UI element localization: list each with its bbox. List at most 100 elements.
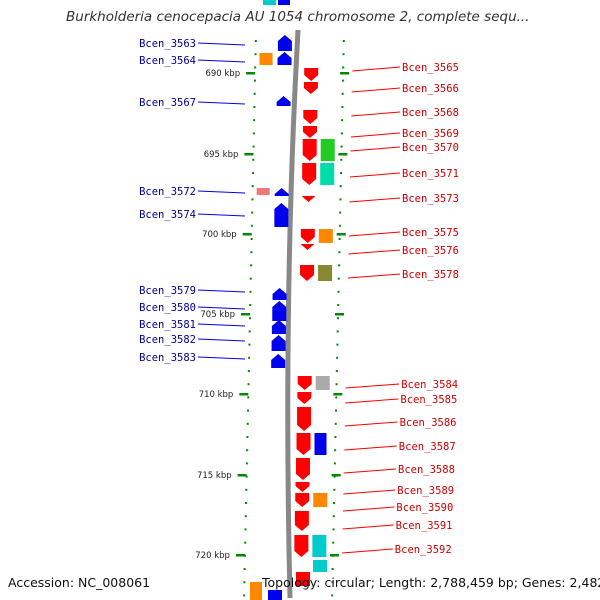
forward-gene-arrow [300,229,315,243]
label-connector [348,231,401,237]
kbp-label: 715 kbp [197,471,232,481]
cog-box [320,139,335,161]
forward-gene-arrow [295,458,310,480]
reverse-gene-arrow [271,320,286,334]
reverse-gene-arrow [268,590,282,600]
label-connector [342,548,393,554]
tick-mark [248,356,251,359]
gene-label-bcen_3584[interactable]: Bcen_3584 [401,379,458,391]
tick-mark [244,541,247,544]
tick-mark [335,396,338,399]
gene-label-bcen_3586[interactable]: Bcen_3586 [400,417,457,429]
tick-mark [252,158,255,161]
gene-label-bcen_3580[interactable]: Bcen_3580 [139,302,196,314]
gene-label-bcen_3590[interactable]: Bcen_3590 [396,502,453,514]
tick-mark [339,211,342,214]
tick-mark [335,383,338,386]
label-connector [197,42,246,46]
gene-label-bcen_3565[interactable]: Bcen_3565 [402,62,459,74]
gene-label-bcen_3587[interactable]: Bcen_3587 [399,441,456,453]
label-connector [197,356,246,360]
kbp-label: 710 kbp [199,390,234,400]
gene-label-bcen_3585[interactable]: Bcen_3585 [400,394,457,406]
tick-mark [251,185,254,188]
tick-mark [249,290,252,293]
gene-label-bcen_3591[interactable]: Bcen_3591 [396,520,453,532]
gene-label-bcen_3574[interactable]: Bcen_3574 [139,209,196,221]
label-connector [349,172,401,178]
tick-mark [247,396,250,399]
forward-gene-arrow [300,244,315,250]
label-connector [197,59,246,63]
cog-box [315,376,330,390]
gene-label-bcen_3570[interactable]: Bcen_3570 [402,142,459,154]
tick-mark [340,172,343,174]
label-connector [343,468,397,474]
cog-box [256,188,270,195]
tick-mark [333,475,336,478]
gene-label-bcen_3576[interactable]: Bcen_3576 [402,245,459,257]
tick-mark [339,185,342,188]
gene-label-bcen_3589[interactable]: Bcen_3589 [397,485,454,497]
forward-gene-arrow [301,196,316,202]
tick-mark [243,554,246,557]
gene-label-bcen_3567[interactable]: Bcen_3567 [139,97,196,109]
gene-label-bcen_3592[interactable]: Bcen_3592 [395,544,452,556]
gene-label-bcen_3579[interactable]: Bcen_3579 [139,285,196,297]
topology-text: Topology: circular; Length: 2,788,459 bp… [262,575,600,590]
label-connector [350,132,401,138]
kbp-label: 705 kbp [200,310,235,320]
tick-mark [250,264,253,267]
gene-label-bcen_3563[interactable]: Bcen_3563 [139,38,196,50]
tick-mark [245,488,248,491]
label-connector [197,338,246,342]
gene-label-bcen_3582[interactable]: Bcen_3582 [139,334,196,346]
gene-label-bcen_3581[interactable]: Bcen_3581 [139,319,196,331]
tick-mark [249,304,252,306]
tick-mark [247,409,250,412]
label-connector [197,289,246,293]
tick-mark [340,132,343,135]
tick-mark [334,449,337,452]
reverse-gene-arrow [277,35,292,51]
gene-label-bcen_3578[interactable]: Bcen_3578 [402,269,459,281]
tick-mark [244,515,247,518]
gene-label-bcen_3566[interactable]: Bcen_3566 [402,83,459,95]
gene-label-bcen_3575[interactable]: Bcen_3575 [402,227,459,239]
forward-gene-arrow [302,163,317,185]
label-connector [351,111,401,117]
tick-mark [243,568,246,570]
tick-mark [336,343,339,346]
gene-labels: Bcen_3563 Bcen_3564 Bcen_3567 Bcen_3572 Bcen… [139,38,459,556]
tick-mark [253,79,256,82]
label-connector [348,249,401,255]
tick-mark [254,53,257,56]
gene-label-bcen_3568[interactable]: Bcen_3568 [402,107,459,119]
gene-label-bcen_3573[interactable]: Bcen_3573 [402,193,459,205]
gene-label-bcen_3569[interactable]: Bcen_3569 [402,128,459,140]
label-connector [349,197,401,203]
reverse-gene-arrow [276,96,291,106]
tick-mark [252,172,255,174]
tick-mark [338,238,341,240]
tick-mark [331,581,334,584]
tick-mark [252,145,255,148]
gene-label-bcen_3588[interactable]: Bcen_3588 [398,464,455,476]
forward-gene-arrow [304,68,319,81]
tick-mark [341,119,344,122]
tick-mark [243,581,246,584]
tick-marks [243,40,345,597]
gene-label-bcen_3571[interactable]: Bcen_3571 [402,168,459,180]
gene-label-bcen_3572[interactable]: Bcen_3572 [139,186,196,198]
tick-mark [244,528,247,531]
gene-label-bcen_3564[interactable]: Bcen_3564 [139,55,196,67]
kbp-tick [335,313,345,316]
tick-mark [332,515,335,518]
tick-mark [332,528,335,531]
tick-mark [335,370,338,372]
tick-mark [246,449,249,452]
gene-label-bcen_3583[interactable]: Bcen_3583 [139,352,196,364]
tick-mark [245,502,248,504]
forward-gene-arrow [296,572,310,586]
